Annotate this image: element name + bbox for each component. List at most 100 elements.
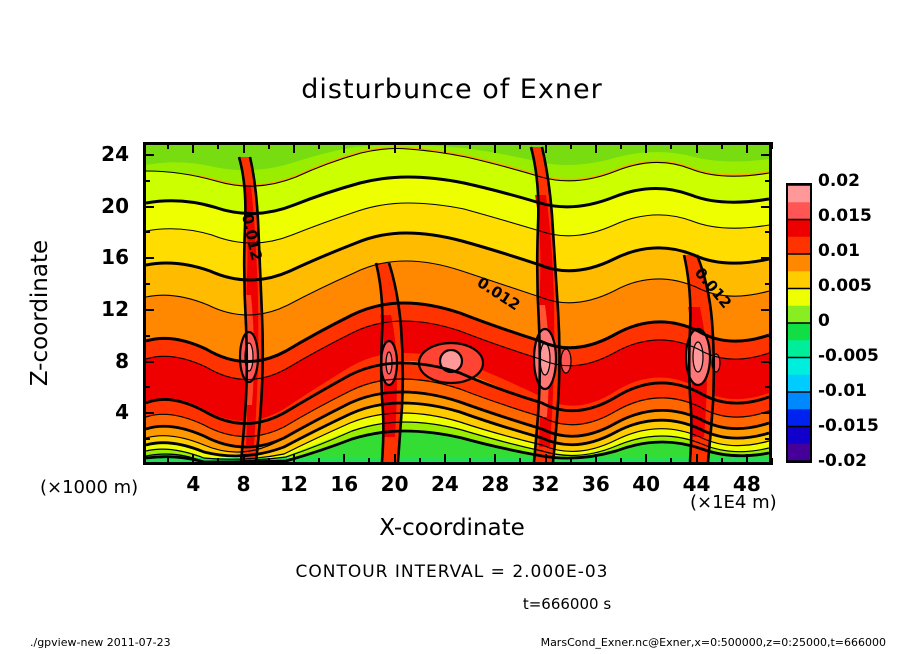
y-tick-mark-right	[765, 283, 772, 286]
x-tick-mark-top	[192, 142, 195, 153]
x-tick-label: 36	[581, 472, 610, 496]
x-tick-mark-top	[771, 142, 773, 149]
colorbar-band	[788, 185, 810, 203]
y-tick-mark	[143, 179, 150, 182]
x-tick-mark-top	[469, 142, 472, 149]
y-tick-mark	[143, 283, 150, 286]
x-tick-mark	[267, 458, 270, 465]
page-title: disturbunce of Exner	[301, 74, 603, 105]
x-tick-mark	[343, 454, 346, 465]
colorbar-tick-label: -0.01	[818, 381, 867, 401]
x-tick-mark	[217, 458, 220, 465]
y-tick-mark	[143, 386, 150, 389]
contour-line-layer	[146, 146, 769, 462]
colorbar	[786, 183, 812, 463]
colorbar-tick-label: 0.02	[818, 171, 860, 191]
x-tick-mark-top	[443, 142, 446, 153]
y-tick-mark	[143, 257, 154, 260]
colorbar-band	[788, 392, 810, 410]
y-tick-mark-right	[765, 438, 772, 441]
x-tick-label: 24	[430, 472, 459, 496]
colorbar-gradient	[788, 184, 810, 462]
y-tick-mark	[143, 438, 150, 441]
y-axis-title: Z-coordinate	[27, 239, 53, 387]
colorbar-band	[788, 357, 810, 376]
x-tick-label: 32	[531, 472, 560, 496]
y-tick-label: 12	[101, 296, 129, 321]
colorbar-band	[788, 202, 810, 221]
x-axis-title: X-coordinate	[379, 515, 525, 541]
colorbar-band	[788, 409, 810, 428]
y-tick-mark	[143, 205, 154, 208]
x-tick-label: 28	[481, 472, 510, 496]
x-tick-label: 8	[236, 472, 251, 496]
y-tick-mark-right	[761, 205, 772, 208]
y-tick-mark	[143, 360, 154, 363]
x-tick-mark-top	[242, 142, 245, 153]
x-tick-mark	[745, 454, 748, 465]
y-tick-mark	[143, 334, 150, 337]
y-tick-mark-right	[761, 257, 772, 260]
x-tick-mark	[494, 454, 497, 465]
colorbar-band	[788, 426, 810, 445]
colorbar-band	[788, 323, 810, 341]
x-tick-mark	[418, 458, 421, 465]
x-tick-mark-top	[544, 142, 547, 153]
x-tick-mark-top	[519, 142, 522, 149]
colorbar-band	[788, 219, 810, 238]
x-tick-mark	[620, 458, 623, 465]
contour-plot-panel: 0.012 0.012 0.012	[143, 142, 772, 465]
x-tick-mark	[318, 458, 321, 465]
colorbar-tick-label: 0	[818, 311, 830, 331]
x-tick-mark	[594, 454, 597, 465]
y-tick-mark-right	[761, 360, 772, 363]
y-tick-mark-right	[761, 153, 772, 156]
y-tick-label: 20	[101, 193, 129, 218]
x-tick-label: 4	[186, 472, 201, 496]
x-tick-mark	[544, 454, 547, 465]
x-tick-mark	[167, 458, 170, 465]
x-tick-label: 20	[380, 472, 409, 496]
footer-right: MarsCond_Exner.nc@Exner,x=0:500000,z=0:2…	[540, 636, 886, 649]
x-tick-mark	[192, 454, 195, 465]
x-tick-mark	[393, 454, 396, 465]
colorbar-tick-label: -0.005	[818, 346, 879, 366]
colorbar-tick-label: -0.02	[818, 451, 867, 471]
colorbar-band	[788, 443, 810, 462]
colorbar-band	[788, 288, 810, 307]
y-tick-mark	[143, 231, 150, 234]
colorbar-band	[788, 340, 810, 359]
x-tick-mark-top	[368, 142, 371, 149]
x-tick-mark	[469, 458, 472, 465]
y-tick-mark-right	[761, 308, 772, 311]
x-tick-mark-top	[745, 142, 748, 153]
y-axis-unit: (×1000 m)	[40, 477, 139, 498]
colorbar-tick-label: 0.015	[818, 206, 872, 226]
colorbar-band	[788, 374, 810, 393]
colorbar-tick-label: -0.015	[818, 416, 879, 436]
x-tick-label: 48	[732, 472, 761, 496]
x-axis-unit: (×1E4 m)	[690, 492, 777, 513]
colorbar-tick-label: 0.01	[818, 241, 860, 261]
contour-plot-svg: 0.012 0.012 0.012	[146, 145, 769, 462]
colorbar-band	[788, 254, 810, 272]
x-tick-mark-top	[167, 142, 170, 149]
x-tick-mark	[569, 458, 572, 465]
y-tick-label: 16	[101, 245, 129, 270]
y-tick-mark-right	[765, 386, 772, 389]
y-tick-mark-right	[765, 231, 772, 234]
x-tick-label: 40	[632, 472, 661, 496]
time-stamp: t=666000 s	[522, 595, 612, 613]
colorbar-band	[788, 305, 810, 324]
x-tick-label: 44	[682, 472, 711, 496]
colorbar-band	[788, 236, 810, 255]
contour-fill-layer: 0.012 0.012 0.012	[146, 145, 769, 462]
x-tick-mark-top	[720, 142, 723, 149]
y-tick-mark-right	[765, 334, 772, 337]
colorbar-tick-label: 0.005	[818, 276, 872, 296]
x-tick-mark-top	[695, 142, 698, 153]
x-tick-mark	[368, 458, 371, 465]
x-tick-mark	[443, 454, 446, 465]
x-tick-mark-top	[645, 142, 648, 153]
x-tick-label: 12	[280, 472, 308, 496]
